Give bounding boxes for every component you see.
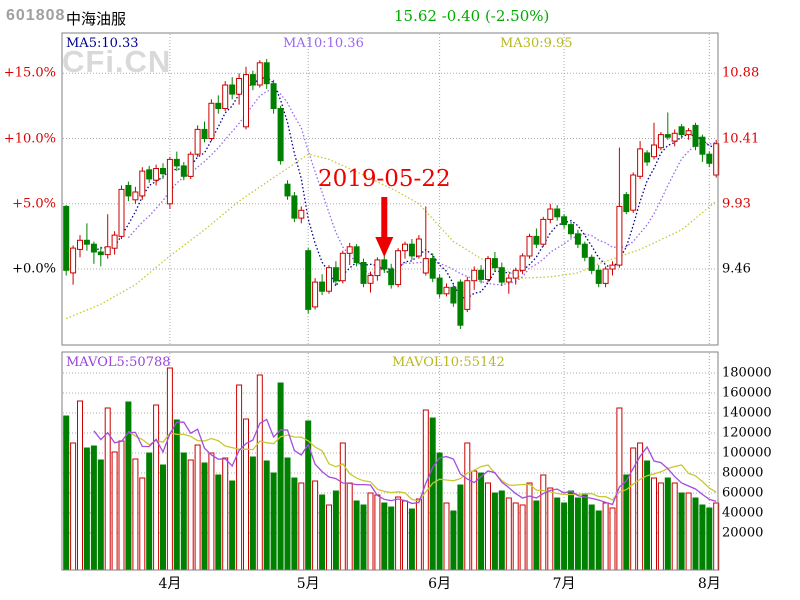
month-axis-label: 4月: [158, 576, 182, 592]
price-axis-label: 10.41: [722, 131, 760, 146]
cfi-watermark: CFi.CN: [62, 44, 172, 79]
volume-axis-label: 80000: [722, 465, 764, 481]
volume-bars-group: [63, 367, 720, 571]
ma30-line: [65, 153, 717, 320]
ma-label: MA10:10.36: [283, 36, 364, 51]
event-date-annotation: 2019-05-22: [317, 166, 451, 192]
volume-axis-label: 100000: [722, 445, 772, 461]
month-axis-label: 6月: [428, 576, 452, 592]
candles-group: [63, 58, 720, 329]
volume-axis-label: 140000: [722, 405, 772, 421]
ma-label: MA5:10.33: [66, 36, 139, 51]
volume-axis-label: 20000: [722, 525, 764, 541]
price-quote: 15.62 -0.40 (-2.50%): [394, 7, 550, 25]
volume-axis-label: 120000: [722, 425, 772, 441]
price-axis-label: 9.93: [722, 196, 751, 212]
month-axis-label: 8月: [697, 576, 721, 592]
volume-axis-label: 160000: [722, 385, 772, 401]
percent-axis-label: +0.0%: [12, 261, 56, 277]
percent-axis-label: +5.0%: [12, 196, 56, 212]
percent-axis-label: +15.0%: [3, 65, 56, 81]
price-axis-label: 9.46: [722, 261, 751, 277]
stock-code: 601808: [6, 7, 66, 24]
mavol-label: MAVOL10:55142: [392, 355, 505, 370]
mavol-label: MAVOL5:50788: [66, 355, 171, 370]
ma-label: MA30:9.95: [500, 36, 573, 51]
stock-name: 中海油服: [66, 11, 127, 28]
event-arrow-icon: [375, 197, 394, 257]
volume-axis-label: 180000: [722, 365, 772, 381]
volume-axis-label: 60000: [722, 485, 764, 501]
month-axis-label: 7月: [552, 576, 576, 592]
volume-axis-label: 40000: [722, 505, 764, 521]
price-axis-label: 10.88: [722, 65, 760, 81]
month-axis-label: 5月: [296, 576, 320, 592]
mavol10-line: [128, 431, 717, 502]
percent-axis-label: +10.0%: [3, 131, 56, 146]
mavol5-line: [93, 418, 717, 506]
